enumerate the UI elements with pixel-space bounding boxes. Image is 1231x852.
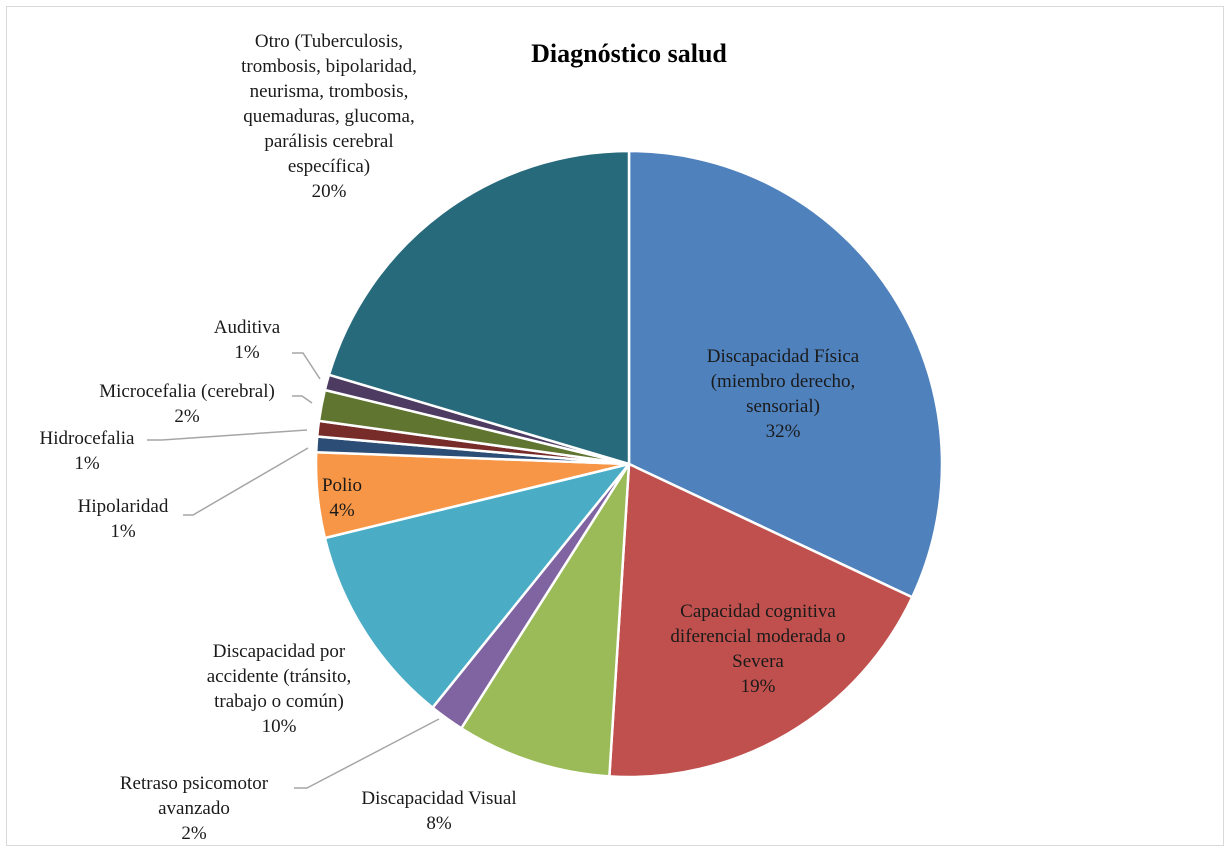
slice-percent: 1% [110,521,136,542]
slice-label-line: específica) [288,156,370,177]
pie-slice-11 [327,149,631,466]
slice-label-6: Polio 4% [322,475,362,521]
slice-percent: 4% [329,500,355,521]
slice-label-line: (miembro derecho, [711,371,856,392]
pie-slice-5 [323,462,631,709]
slice-label-line: Microcefalia (cerebral) [99,381,275,402]
slice-label-line: sensorial) [746,396,820,417]
slice-label-5: Discapacidad por accidente (tránsito, trab… [207,641,352,737]
slice-label-9: Microcefalia (cerebral) 2% [99,381,275,427]
pie-chart: Diagnóstico salud Discapacidad Física (mi… [40,31,944,844]
slice-label-line: trombosis, bipolaridad, [241,56,417,77]
leader-line-7 [183,447,309,516]
slice-label-line: Polio [322,475,362,496]
slice-labels: Discapacidad Física (miembro derecho, sens… [40,31,860,844]
pie-slice-3 [460,462,631,778]
slice-percent: 19% [741,676,776,697]
slice-label-line: Severa [732,651,784,672]
slice-label-2: Capacidad cognitiva diferencial moderada … [670,601,845,697]
slice-percent: 2% [181,823,207,844]
slice-percent: 1% [234,342,260,363]
leader-line-8 [147,429,308,441]
slice-label-3: Discapacidad Visual 8% [361,788,516,834]
slice-percent: 10% [262,716,297,737]
chart-title: Diagnóstico salud [531,39,727,68]
pie-slice-2 [608,462,914,779]
slice-label-8: Hidrocefalia 1% [40,428,136,474]
slice-label-line: Auditiva [214,317,281,338]
leader-line-4 [294,718,440,789]
slice-label-line: Discapacidad por [213,641,346,662]
slice-percent: 1% [74,453,100,474]
slice-percent: 8% [426,813,452,834]
slice-label-line: Discapacidad Visual [361,788,516,809]
slice-label-11: Otro (Tuberculosis, trombosis, bipolarida… [241,31,417,202]
slice-label-line: avanzado [158,798,230,819]
slice-label-line: accidente (tránsito, [207,666,352,687]
pie-slices [314,149,944,779]
slice-label-line: neurisma, trombosis, [250,81,409,102]
pie-slice-1 [627,149,944,599]
chart-area: Diagnóstico salud Discapacidad Física (mi… [6,6,1224,846]
slice-label-line: parálisis cerebral [264,131,393,152]
slice-percent: 32% [766,421,801,442]
leader-line-9 [292,395,313,404]
slice-label-line: Hipolaridad [78,496,169,517]
slice-label-1: Discapacidad Física (miembro derecho, sens… [707,346,860,442]
slice-label-line: diferencial moderada o [670,626,845,647]
slice-label-line: Retraso psicomotor [120,773,269,794]
slice-label-4: Retraso psicomotor avanzado 2% [120,773,269,844]
slice-label-10: Auditiva 1% [214,317,281,363]
slice-label-line: Discapacidad Física [707,346,860,367]
slice-label-line: Hidrocefalia [40,428,136,449]
slice-label-line: quemaduras, glucoma, [243,106,414,127]
slice-label-line: Capacidad cognitiva [680,601,836,622]
leader-lines [147,352,440,789]
slice-percent: 2% [174,406,200,427]
slice-percent: 20% [312,181,347,202]
slice-label-7: Hipolaridad 1% [78,496,169,542]
slice-label-line: trabajo o común) [214,691,344,712]
slice-label-line: Otro (Tuberculosis, [255,31,403,52]
leader-line-10 [292,352,321,380]
